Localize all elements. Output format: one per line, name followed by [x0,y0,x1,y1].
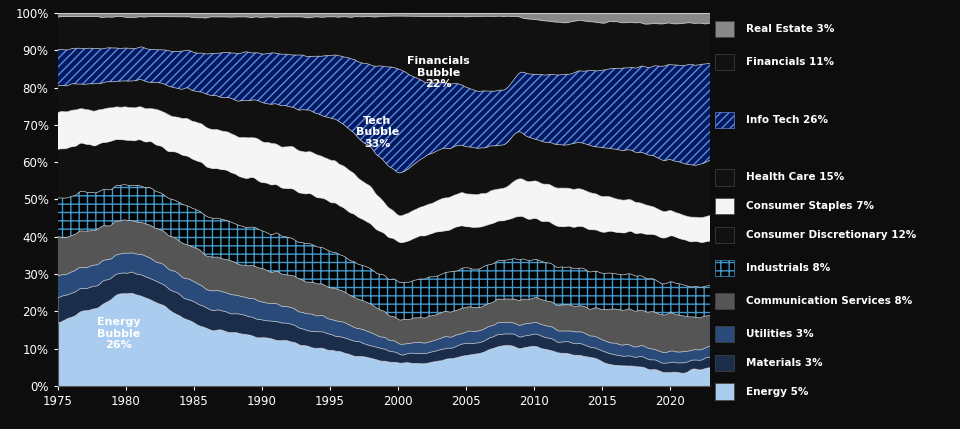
Text: Financials
Bubble
22%: Financials Bubble 22% [407,56,469,89]
Bar [715,112,734,128]
Text: Consumer Discretionary 12%: Consumer Discretionary 12% [747,230,917,240]
Bar [715,260,734,276]
Text: Real Estate 3%: Real Estate 3% [747,24,835,34]
Bar [715,169,734,186]
Text: Tech
Bubble
33%: Tech Bubble 33% [355,116,398,149]
Bar [715,384,734,400]
Text: Energy
Bubble
26%: Energy Bubble 26% [97,317,140,350]
Text: Health Care 15%: Health Care 15% [747,172,845,182]
Text: Materials 3%: Materials 3% [747,358,823,368]
Text: Utilities 3%: Utilities 3% [747,329,814,339]
Text: Info Tech 26%: Info Tech 26% [747,115,828,125]
Bar [715,354,734,371]
Bar [715,227,734,243]
Bar [715,54,734,70]
Text: Consumer Staples 7%: Consumer Staples 7% [747,201,875,211]
Bar [715,326,734,342]
Text: Energy 5%: Energy 5% [747,387,808,396]
Bar [715,21,734,37]
Text: Financials 11%: Financials 11% [747,57,834,67]
Bar [715,293,734,309]
Bar [715,198,734,214]
Text: Industrials 8%: Industrials 8% [747,263,830,273]
Text: Communication Services 8%: Communication Services 8% [747,296,913,306]
